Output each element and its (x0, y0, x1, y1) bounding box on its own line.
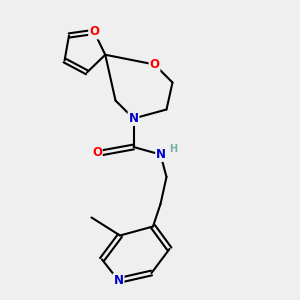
Text: N: N (113, 274, 124, 287)
Text: N: N (156, 148, 166, 161)
Text: O: O (92, 146, 102, 160)
Text: O: O (149, 58, 160, 71)
Text: H: H (169, 144, 177, 154)
Text: O: O (89, 26, 99, 38)
Text: N: N (128, 112, 139, 125)
